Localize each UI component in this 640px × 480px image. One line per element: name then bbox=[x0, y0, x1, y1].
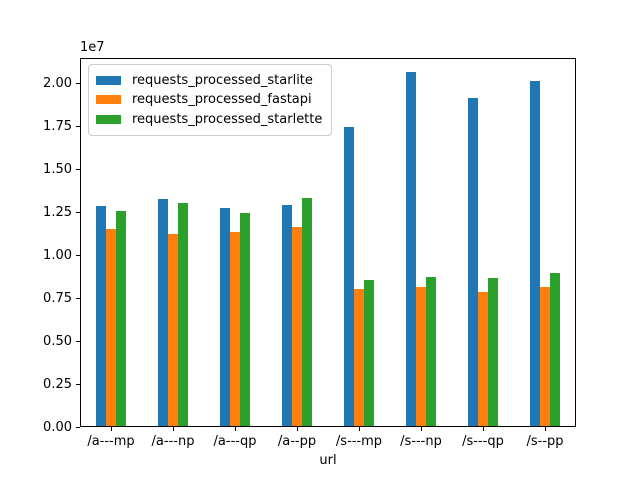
bar-requests_processed_starlette-/s---qp bbox=[488, 278, 499, 426]
bar-requests_processed_fastapi-/s---mp bbox=[353, 288, 364, 426]
bar-requests_processed_starlette-/a---mp bbox=[116, 211, 127, 426]
x-tick-mark bbox=[358, 427, 360, 431]
y-tick-mark bbox=[76, 83, 80, 85]
bar-requests_processed_fastapi-/a---mp bbox=[105, 228, 116, 426]
bar-requests_processed_starlite-/s---mp bbox=[343, 127, 354, 426]
x-tick-label: /s--pp bbox=[526, 434, 564, 449]
bar-requests_processed_starlite-/a---qp bbox=[219, 208, 230, 426]
x-tick-mark bbox=[296, 427, 298, 431]
bar-requests_processed_fastapi-/a---np bbox=[167, 233, 178, 426]
x-tick-mark bbox=[110, 427, 112, 431]
x-tick-label: /a---qp bbox=[213, 434, 257, 449]
y-tick-mark bbox=[76, 426, 80, 428]
bar-requests_processed_starlite-/a--pp bbox=[281, 204, 292, 426]
y-tick-label: 1.00 bbox=[43, 247, 72, 263]
bar-requests_processed_starlite-/a---mp bbox=[95, 206, 106, 426]
x-tick-label: /s---mp bbox=[335, 434, 383, 449]
x-tick-label: /a--pp bbox=[277, 434, 317, 449]
bar-requests_processed_starlite-/s--pp bbox=[529, 81, 540, 426]
bar-requests_processed_starlette-/a--pp bbox=[302, 197, 313, 426]
x-tick-mark bbox=[482, 427, 484, 431]
y-tick-label: 0.00 bbox=[43, 419, 72, 435]
bar-requests_processed_starlette-/s---np bbox=[426, 276, 437, 426]
legend-swatch bbox=[96, 114, 121, 124]
legend-swatch bbox=[96, 95, 121, 105]
bar-requests_processed_fastapi-/a--pp bbox=[291, 226, 302, 426]
bar-requests_processed_starlette-/s--pp bbox=[550, 273, 561, 426]
y-tick-label: 1.50 bbox=[43, 162, 72, 178]
bar-requests_processed_starlette-/a---np bbox=[178, 202, 189, 426]
x-tick-mark bbox=[420, 427, 422, 431]
bar-requests_processed_starlette-/s---mp bbox=[364, 280, 375, 426]
x-tick-mark bbox=[172, 427, 174, 431]
legend-label: requests_processed_starlette bbox=[132, 111, 323, 127]
legend: requests_processed_starlite requests_proc… bbox=[88, 64, 333, 136]
y-tick-mark bbox=[76, 126, 80, 128]
x-tick-mark bbox=[234, 427, 236, 431]
x-tick-label: /a---np bbox=[151, 434, 195, 449]
x-tick-label: /s---qp bbox=[462, 434, 504, 449]
y-tick-label: 2.00 bbox=[43, 76, 72, 92]
x-tick-label: /a---mp bbox=[87, 434, 135, 449]
y-tick-label: 1.25 bbox=[43, 204, 72, 220]
x-axis-label: url bbox=[319, 453, 337, 468]
bar-requests_processed_fastapi-/s--pp bbox=[539, 286, 550, 426]
legend-item: requests_processed_starlette bbox=[96, 110, 322, 129]
legend-swatch bbox=[96, 76, 121, 86]
y-tick-label: 0.50 bbox=[43, 333, 72, 349]
legend-label: requests_processed_starlite bbox=[132, 73, 313, 89]
y-tick-label: 0.75 bbox=[43, 290, 72, 306]
x-tick-mark bbox=[544, 427, 546, 431]
y-tick-label: 0.25 bbox=[43, 376, 72, 392]
bar-requests_processed_starlite-/s---qp bbox=[467, 98, 478, 426]
legend-item: requests_processed_starlite bbox=[96, 71, 322, 90]
y-tick-label: 1.75 bbox=[43, 119, 72, 135]
y-tick-mark bbox=[76, 383, 80, 385]
legend-item: requests_processed_fastapi bbox=[96, 90, 322, 109]
y-tick-mark bbox=[76, 211, 80, 213]
bar-requests_processed_fastapi-/s---np bbox=[415, 286, 426, 426]
bar-requests_processed_starlite-/a---np bbox=[157, 199, 168, 426]
y-tick-mark bbox=[76, 169, 80, 171]
x-tick-label: /s---np bbox=[400, 434, 442, 449]
bar-requests_processed_starlette-/a---qp bbox=[240, 213, 251, 426]
y-tick-mark bbox=[76, 254, 80, 256]
y-tick-mark bbox=[76, 297, 80, 299]
bar-requests_processed_fastapi-/a---qp bbox=[229, 232, 240, 426]
legend-label: requests_processed_fastapi bbox=[132, 92, 312, 108]
y-axis-offset-label: 1e7 bbox=[80, 40, 105, 55]
bar-requests_processed_fastapi-/s---qp bbox=[477, 292, 488, 426]
bar-requests_processed_starlite-/s---np bbox=[405, 72, 416, 426]
y-tick-mark bbox=[76, 340, 80, 342]
